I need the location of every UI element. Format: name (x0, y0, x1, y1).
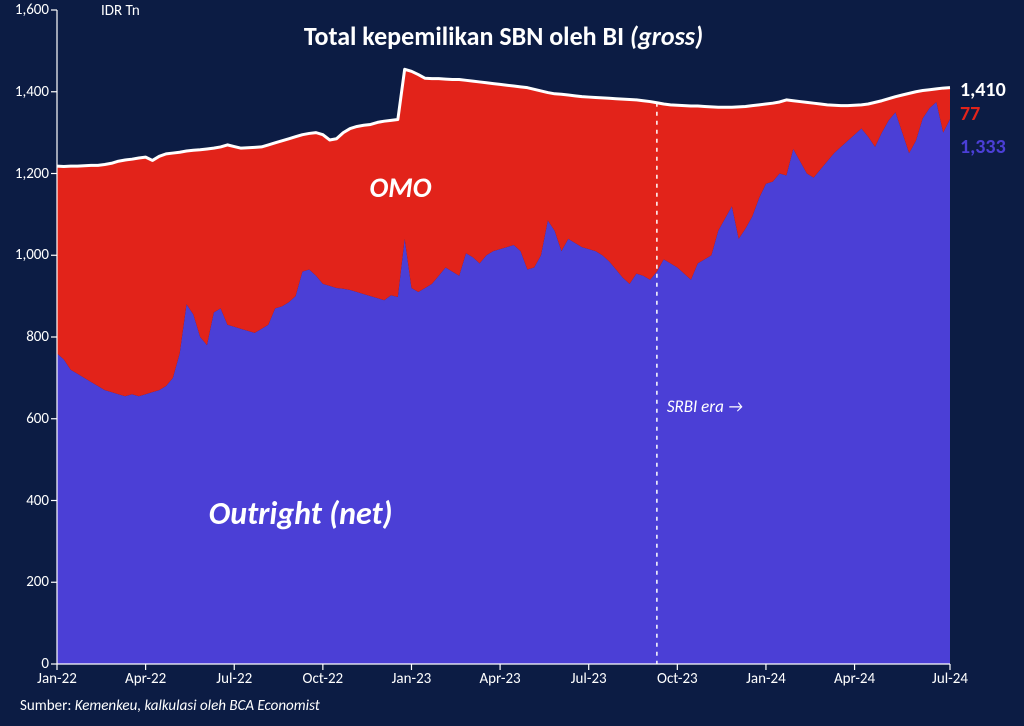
y-tick-label: 1,600 (15, 1, 57, 19)
outright-series-label: Outright (net) (209, 494, 393, 533)
y-tick-label: 400 (26, 492, 57, 510)
chart-container: Total kepemilikan SBN oleh BI (gross) ID… (0, 0, 1024, 726)
y-tick-label: 200 (26, 573, 57, 591)
x-tick-label: Jan-22 (37, 664, 77, 688)
x-tick-label: Jul-23 (571, 664, 607, 688)
srbi-annotation: SRBI era → (667, 396, 743, 417)
plot-area: Total kepemilikan SBN oleh BI (gross) ID… (57, 10, 950, 664)
x-tick-label: Oct-22 (303, 664, 344, 688)
x-tick-label: Apr-23 (480, 664, 521, 688)
chart-title: Total kepemilikan SBN oleh BI (gross) (304, 20, 703, 52)
source-text: Sumber: Kemenkeu, kalkulasi oleh BCA Eco… (20, 697, 320, 715)
x-tick-label: Jul-22 (216, 664, 252, 688)
x-tick-label: Oct-23 (657, 664, 698, 688)
end-value-label: 1,410 (960, 78, 1006, 102)
x-tick-label: Jan-24 (746, 664, 786, 688)
y-tick-label: 1,400 (15, 83, 57, 101)
y-unit-label: IDR Tn (101, 2, 140, 20)
y-tick-label: 1,200 (15, 165, 57, 183)
source-prefix: Sumber: (20, 697, 75, 715)
omo-series-label: OMO (370, 170, 432, 205)
end-value-label: 1,333 (960, 135, 1006, 159)
x-tick-label: Jan-23 (392, 664, 432, 688)
x-tick-label: Jul-24 (932, 664, 968, 688)
y-tick-label: 1,000 (15, 246, 57, 264)
x-tick-label: Apr-22 (125, 664, 166, 688)
end-value-label: 77 (960, 102, 980, 126)
y-tick-label: 800 (26, 328, 57, 346)
y-tick-label: 600 (26, 410, 57, 428)
x-tick-label: Apr-24 (834, 664, 875, 688)
source-body: Kemenkeu, kalkulasi oleh BCA Economist (75, 697, 320, 715)
chart-svg (57, 10, 950, 664)
